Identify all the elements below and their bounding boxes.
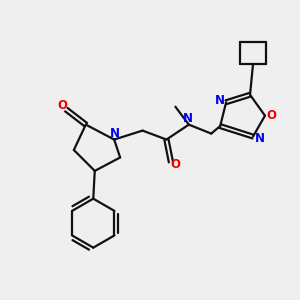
Text: O: O [170,158,180,171]
Text: N: N [110,128,120,140]
Text: N: N [214,94,225,107]
Text: O: O [266,109,277,122]
Text: N: N [183,112,193,125]
Text: N: N [255,132,265,145]
Text: O: O [57,99,67,112]
